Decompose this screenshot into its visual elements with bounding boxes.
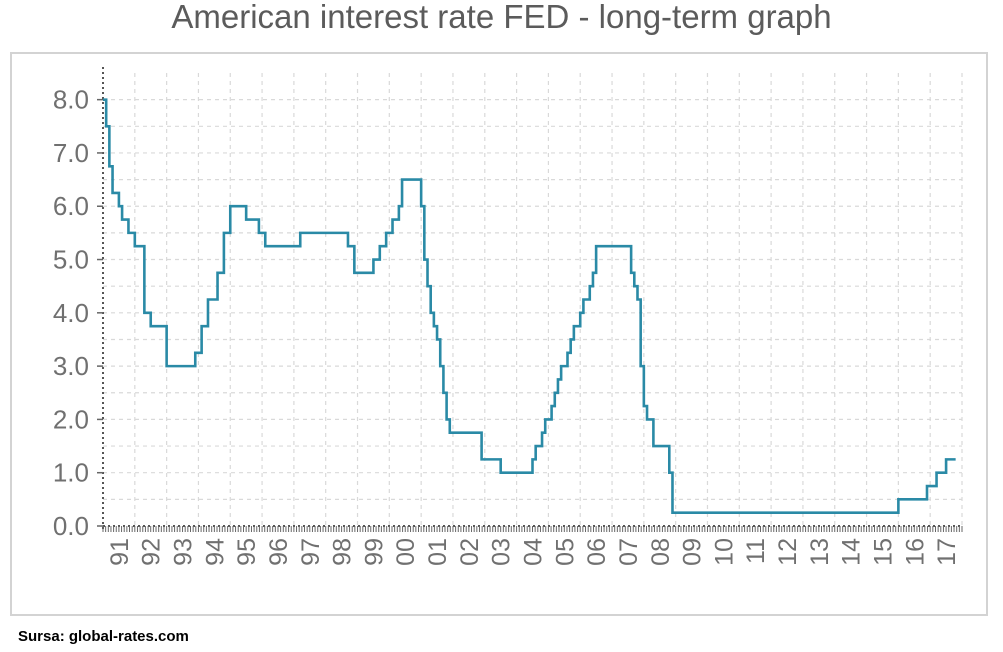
x-tick-label: 08	[647, 538, 675, 566]
y-tick-label: 3.0	[53, 351, 89, 381]
x-tick-label: 94	[201, 538, 229, 566]
x-tick-label: 97	[297, 538, 325, 566]
x-tick-label: 98	[329, 538, 357, 566]
x-tick-label: 17	[933, 538, 961, 566]
x-tick-label: 99	[360, 538, 388, 566]
y-tick-label: 6.0	[53, 191, 89, 221]
x-tick-label: 12	[774, 538, 802, 566]
x-tick-label: 11	[742, 538, 770, 564]
chart-frame: 0.0 1.0 2.0 3.0 4.0 5.0 6.0 7.0 8.0 91 92 93 94 95 96…	[10, 52, 988, 616]
chart-title: American interest rate FED - long-term g…	[171, 0, 832, 35]
x-tick-label: 95	[233, 538, 261, 566]
plot-area	[103, 98, 956, 514]
x-tick-label: 96	[265, 538, 293, 566]
y-tick-label: 4.0	[53, 298, 89, 328]
x-tick-label: 00	[392, 538, 420, 566]
x-tick-label: 03	[488, 538, 516, 566]
x-tick-label: 14	[838, 538, 866, 566]
x-tick-label: 10	[710, 538, 738, 566]
chart-svg: 0.0 1.0 2.0 3.0 4.0 5.0 6.0 7.0 8.0 91 92 93 94 95 96…	[53, 67, 963, 566]
x-tick-label: 05	[551, 538, 579, 566]
x-tick-label: 91	[106, 538, 134, 566]
x-tick-label: 06	[583, 538, 611, 566]
x-tick-label: 93	[170, 538, 198, 566]
x-tick-label: 07	[615, 538, 643, 566]
y-tick-label: 7.0	[53, 138, 89, 168]
x-tick-label: 09	[679, 538, 707, 566]
y-tick-label: 1.0	[53, 458, 89, 488]
y-tick-label: 0.0	[53, 511, 89, 541]
x-tick-label: 15	[869, 538, 897, 566]
x-tick-label: 01	[424, 538, 452, 566]
y-tick-label: 5.0	[53, 245, 89, 275]
x-tick-label: 16	[901, 538, 929, 566]
y-tick-label: 8.0	[53, 85, 89, 115]
grid-lines	[103, 73, 963, 526]
source-credit: Sursa: global-rates.com	[18, 628, 189, 645]
x-tick-label: 13	[806, 538, 834, 566]
series-line	[103, 98, 956, 514]
x-axis: 91 92 93 94 95 96 97 98 99 00 01 02 03 04 05 06 07 08 09 10…	[106, 538, 961, 566]
x-tick-label: 04	[520, 538, 548, 566]
y-tick-label: 2.0	[53, 404, 89, 434]
x-tick-label: 92	[138, 538, 166, 566]
y-axis: 0.0 1.0 2.0 3.0 4.0 5.0 6.0 7.0 8.0	[53, 85, 103, 541]
x-tick-label: 02	[456, 538, 484, 566]
axes	[102, 67, 963, 532]
